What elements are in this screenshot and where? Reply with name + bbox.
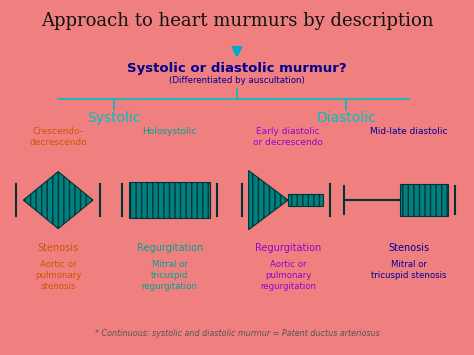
Text: Mid-late diastolic: Mid-late diastolic	[370, 127, 447, 136]
Polygon shape	[248, 170, 288, 230]
Text: Diastolic: Diastolic	[316, 111, 376, 125]
Text: Approach to heart murmurs by description: Approach to heart murmurs by description	[41, 12, 433, 30]
Text: (Differentiated by auscultation): (Differentiated by auscultation)	[169, 76, 305, 84]
Text: Regurgitation: Regurgitation	[137, 242, 203, 252]
Polygon shape	[23, 171, 93, 229]
Text: Regurgitation: Regurgitation	[255, 242, 321, 252]
Text: Stenosis: Stenosis	[37, 242, 79, 252]
Text: * Continuous: systolic and diastolic murmur = Patent ductus arteriosus: * Continuous: systolic and diastolic mur…	[95, 329, 379, 338]
Text: Crescendo-
decrescendo: Crescendo- decrescendo	[29, 127, 87, 147]
Text: Stenosis: Stenosis	[388, 242, 429, 252]
Bar	[129, 182, 210, 218]
Bar	[400, 185, 448, 216]
Text: Early diastolic
or decrescendo: Early diastolic or decrescendo	[253, 127, 323, 147]
Bar	[288, 194, 323, 206]
Text: Systolic: Systolic	[87, 111, 141, 125]
Text: Mitral or
tricuspid stenosis: Mitral or tricuspid stenosis	[371, 260, 447, 280]
Text: Aortic or
pulmonary
regurgitation: Aortic or pulmonary regurgitation	[260, 260, 316, 291]
Text: Aortic or
pulmonary
stenosis: Aortic or pulmonary stenosis	[35, 260, 82, 291]
Text: Holosystolic: Holosystolic	[143, 127, 197, 136]
Text: Mitral or
tricuspid
regurgitation: Mitral or tricuspid regurgitation	[142, 260, 198, 291]
Text: Systolic or diastolic murmur?: Systolic or diastolic murmur?	[127, 62, 347, 75]
